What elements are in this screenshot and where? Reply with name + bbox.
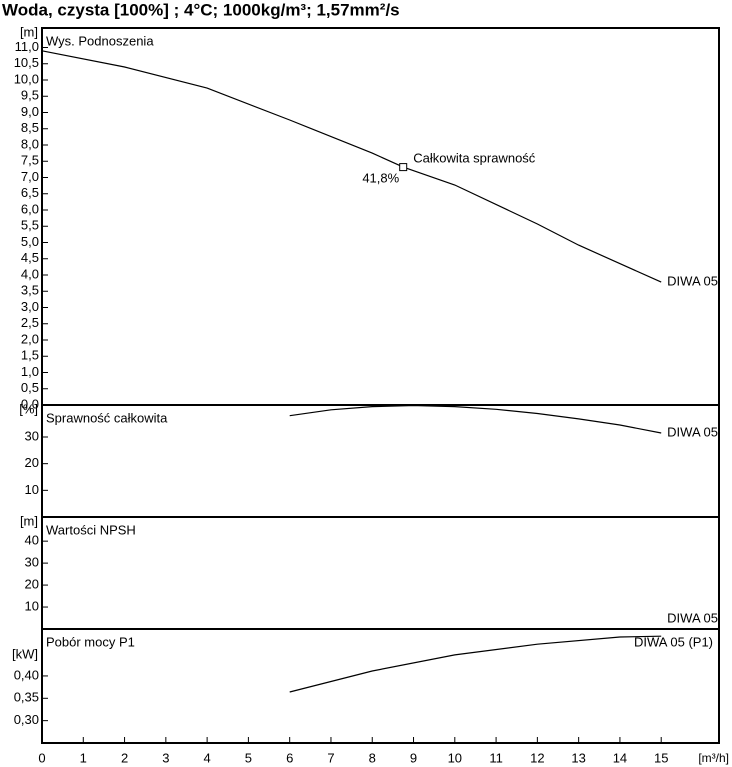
x-tick-label: 8	[369, 750, 376, 765]
x-tick-label: 0	[38, 750, 45, 765]
x-tick-label: 9	[410, 750, 417, 765]
x-tick-label: 12	[530, 750, 544, 765]
y-tick-label: 0,5	[21, 380, 39, 395]
y-tick-label: 20	[25, 455, 39, 470]
x-tick-label: 13	[571, 750, 585, 765]
panel-title: Sprawność całkowita	[46, 410, 168, 425]
x-tick-label: 4	[204, 750, 211, 765]
x-tick-label: 6	[286, 750, 293, 765]
y-tick-label: 5,5	[21, 218, 39, 233]
series-label: DIWA 05	[667, 610, 718, 625]
y-tick-label: 2,5	[21, 315, 39, 330]
y-tick-label: 0,30	[14, 712, 39, 727]
panel-title: Pobór mocy P1	[46, 634, 135, 649]
y-tick-label: 10	[25, 598, 39, 613]
panel-title: Wartości NPSH	[46, 522, 136, 537]
x-tick-label: 2	[121, 750, 128, 765]
x-axis-label: [m³/h]	[698, 751, 729, 765]
annotation-text: Całkowita sprawność	[413, 151, 536, 166]
y-tick-label: 3,5	[21, 283, 39, 298]
y-axis-label: [%]	[19, 401, 38, 416]
series-line	[41, 50, 662, 283]
series-label: DIWA 05	[667, 274, 718, 289]
x-tick-label: 3	[162, 750, 169, 765]
y-tick-label: 10,0	[14, 71, 39, 86]
y-tick-label: 9,5	[21, 88, 39, 103]
x-tick-label: 5	[245, 750, 252, 765]
y-axis-label: [m]	[20, 24, 38, 39]
y-tick-label: 10,5	[14, 55, 39, 70]
series-line	[289, 635, 662, 693]
y-tick-label: 7,5	[21, 153, 39, 168]
y-tick-label: 1,0	[21, 364, 39, 379]
y-tick-label: 4,5	[21, 250, 39, 265]
y-tick-label: 3,0	[21, 299, 39, 314]
panel-frame	[41, 628, 720, 744]
y-tick-label: 5,0	[21, 234, 39, 249]
panel-title: Wys. Podnoszenia	[46, 33, 154, 48]
y-axis-label: [kW]	[12, 646, 38, 661]
x-tick-label: 14	[613, 750, 627, 765]
y-tick-label: 7,0	[21, 169, 39, 184]
y-tick-label: 0,40	[14, 667, 39, 682]
x-tick-label: 11	[489, 750, 503, 765]
panel-frame	[41, 27, 720, 406]
y-axis-label: [m]	[20, 513, 38, 528]
y-tick-label: 8,0	[21, 136, 39, 151]
panel-frame	[41, 516, 720, 630]
y-tick-label: 8,5	[21, 120, 39, 135]
x-tick-label: 1	[80, 750, 87, 765]
y-tick-label: 6,0	[21, 201, 39, 216]
annotation-label: 41,8%	[362, 171, 399, 186]
y-tick-label: 1,5	[21, 348, 39, 363]
y-tick-label: 30	[25, 428, 39, 443]
annotation-marker	[399, 163, 408, 172]
y-tick-label: 9,0	[21, 104, 39, 119]
chart-title: Woda, czysta [100%] ; 4°C; 1000kg/m³; 1,…	[2, 0, 400, 19]
series-label: DIWA 05 (P1)	[634, 634, 713, 649]
y-tick-label: 20	[25, 577, 39, 592]
x-tick-label: 10	[448, 750, 462, 765]
y-tick-label: 4,0	[21, 266, 39, 281]
x-tick-label: 7	[327, 750, 334, 765]
y-tick-label: 11,0	[15, 39, 39, 54]
y-tick-label: 0,35	[14, 690, 39, 705]
series-line	[289, 404, 662, 434]
y-tick-label: 0,0	[21, 396, 39, 411]
x-tick-label: 15	[654, 750, 668, 765]
y-tick-label: 6,5	[21, 185, 39, 200]
y-tick-label: 40	[25, 533, 39, 548]
series-label: DIWA 05	[667, 424, 718, 439]
y-tick-label: 2,0	[21, 331, 39, 346]
y-tick-label: 30	[25, 555, 39, 570]
y-tick-label: 10	[25, 482, 39, 497]
